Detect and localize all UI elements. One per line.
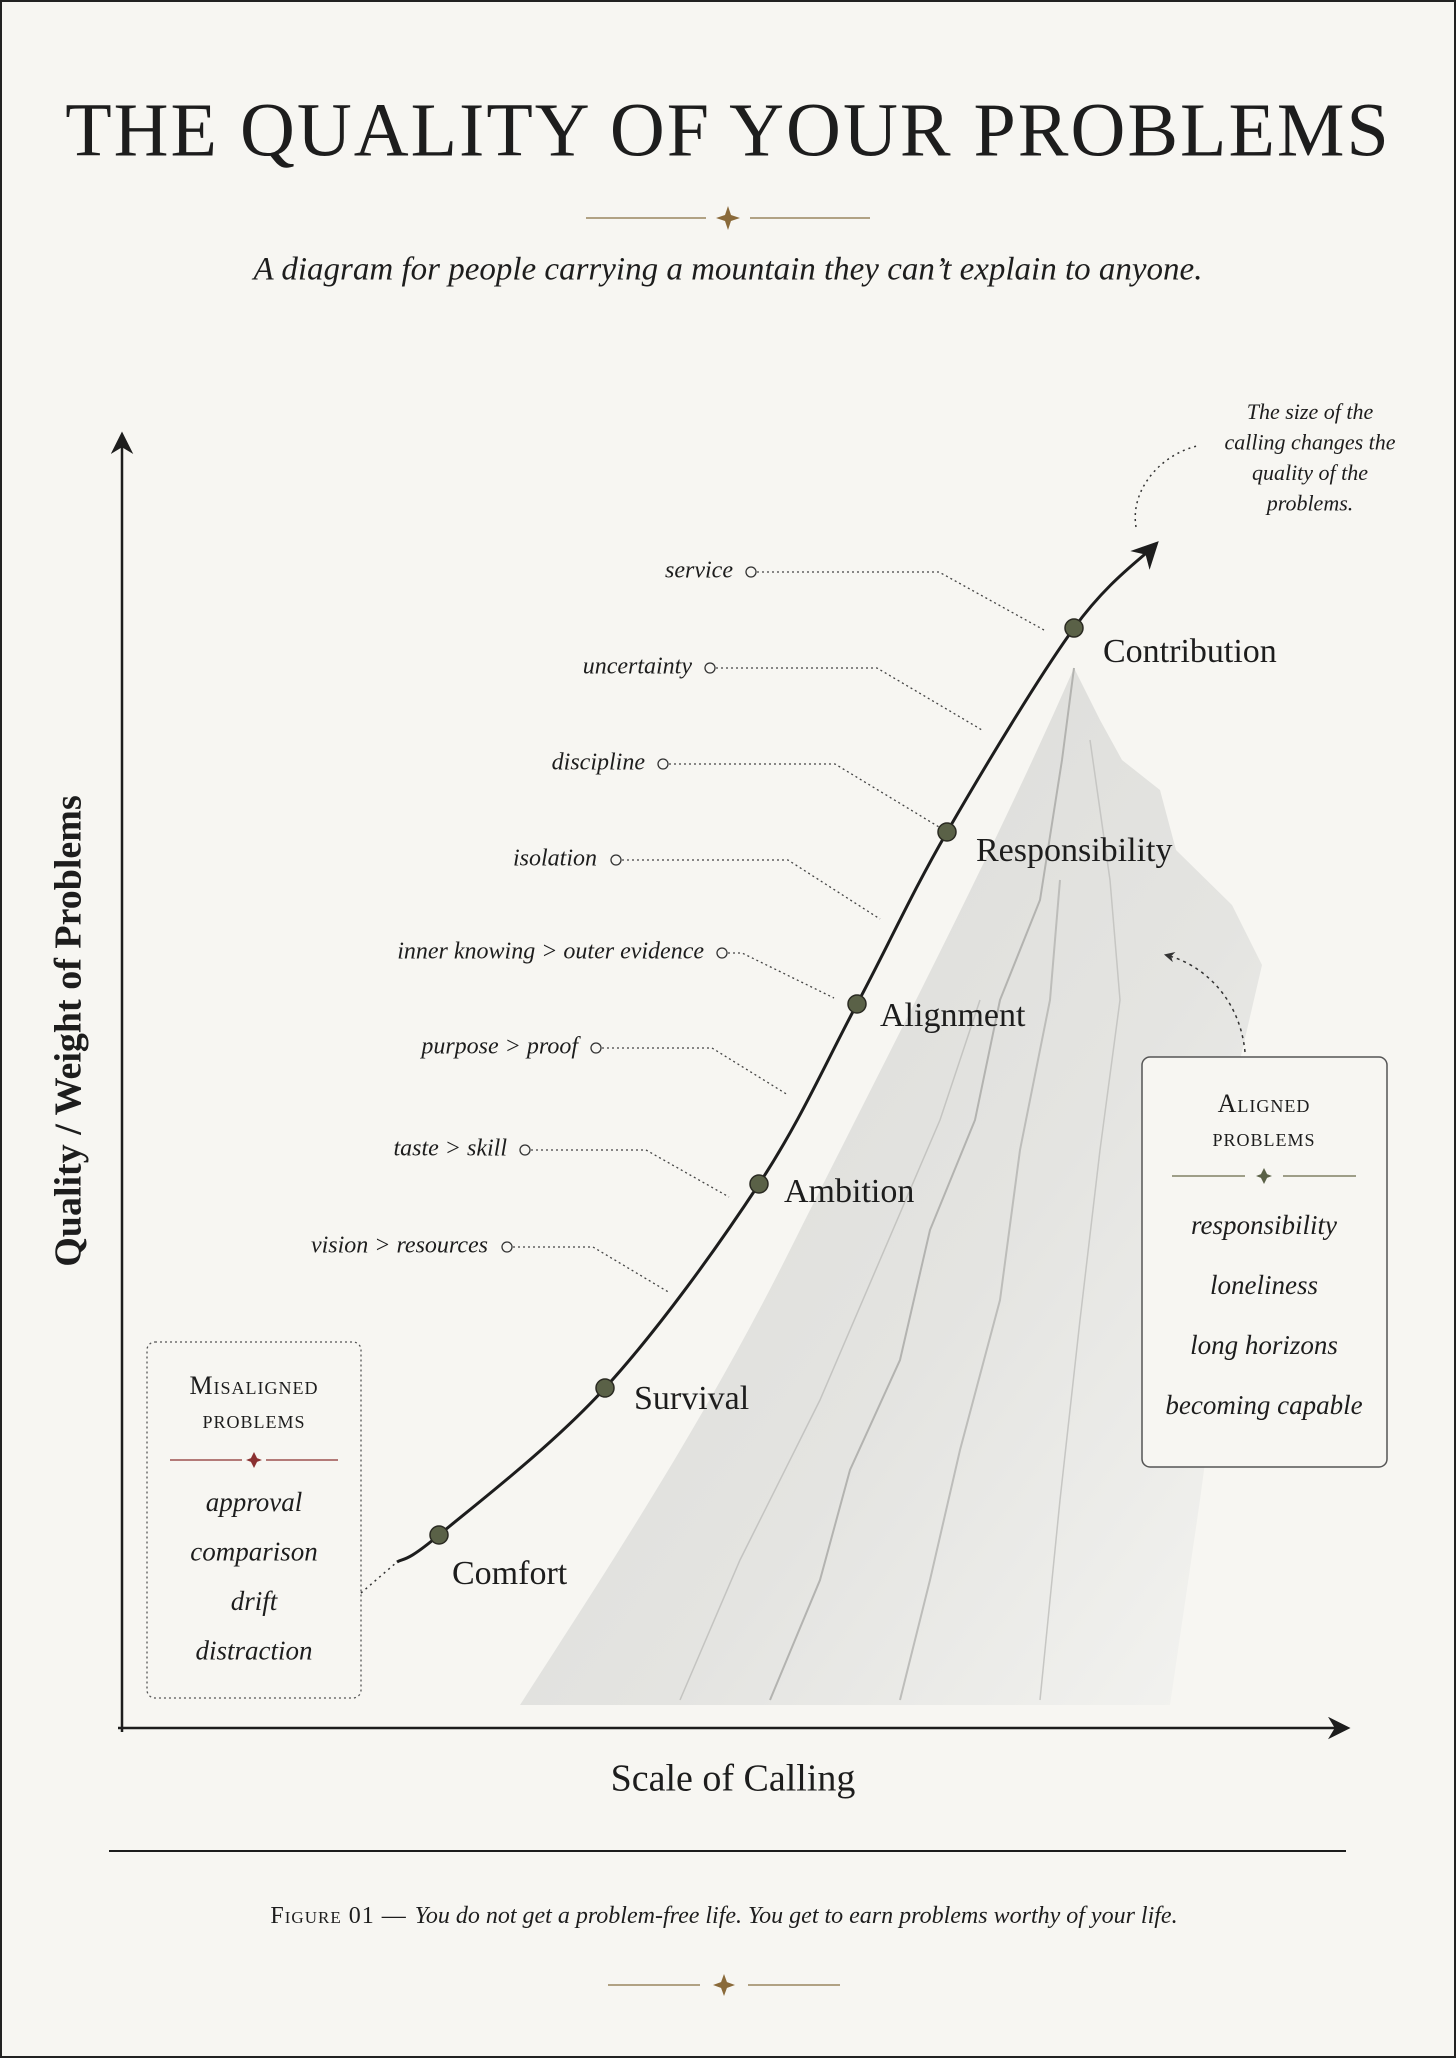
mountain — [520, 667, 1262, 1705]
problem-marker — [745, 566, 757, 578]
problem-leader — [531, 1149, 730, 1198]
problem-marker — [716, 947, 728, 959]
box-title: Aligned — [1218, 1089, 1311, 1118]
box-title: Misaligned — [189, 1371, 318, 1400]
growth-curve — [396, 541, 1159, 1564]
box-item: approval — [206, 1487, 303, 1517]
annotation-line: calling changes the — [1224, 430, 1395, 455]
box-item: comparison — [190, 1537, 318, 1567]
problem-marker — [610, 854, 622, 866]
ridge-line — [769, 667, 1075, 1701]
annotation-line: problems. — [1265, 491, 1354, 516]
problem-leader — [602, 1047, 789, 1096]
problem-leader — [622, 859, 881, 920]
annotation-connector — [1134, 445, 1198, 528]
problem-marker — [590, 1042, 602, 1054]
subtitle: A diagram for people carrying a mountain… — [252, 252, 1203, 288]
box-item: long horizons — [1190, 1330, 1338, 1360]
problem-label: taste > skill — [393, 1136, 507, 1162]
stage-label: Alignment — [880, 997, 1026, 1034]
problem-marker — [519, 1144, 531, 1156]
caption: Figure 01 — You do not get a problem-free… — [270, 1903, 1177, 1929]
misaligned-box — [146, 1341, 362, 1699]
stage-label: Responsibility — [976, 832, 1172, 869]
problem-leader — [757, 571, 1045, 631]
problem-label: isolation — [513, 846, 597, 872]
annotation-line: The size of the — [1247, 399, 1374, 424]
problem-marker — [501, 1241, 513, 1253]
y-axis-label: Quality / Weight of Problems — [48, 795, 90, 1267]
box-item: responsibility — [1191, 1210, 1337, 1240]
problem-marker — [657, 758, 669, 770]
ridge-line — [899, 879, 1061, 1701]
box-title: problems — [202, 1405, 305, 1434]
box-item: distraction — [195, 1636, 312, 1666]
caption-label: Figure 01 — — [270, 1903, 406, 1929]
problem-label: discipline — [552, 750, 646, 776]
x-axis-label: Scale of Calling — [611, 1758, 856, 1800]
ridge-line — [1039, 739, 1121, 1701]
stage-label: Comfort — [452, 1555, 568, 1592]
ornament-star — [716, 206, 740, 230]
box-ornament — [1256, 1168, 1272, 1184]
problem-label: purpose > proof — [419, 1034, 581, 1060]
box-item: drift — [231, 1586, 279, 1616]
ornament-star — [713, 1974, 735, 1996]
box-item: loneliness — [1210, 1270, 1318, 1300]
problem-label: inner knowing > outer evidence — [397, 939, 704, 965]
box-ornament — [246, 1452, 262, 1468]
stage-dot — [1064, 618, 1084, 638]
problem-label: service — [665, 558, 733, 584]
misaligned-connector — [360, 1561, 398, 1594]
title: THE QUALITY OF YOUR PROBLEMS — [65, 88, 1391, 172]
caption-text: You do not get a problem-free life. You … — [415, 1903, 1178, 1929]
problem-label: vision > resources — [311, 1233, 488, 1259]
stage-dot — [595, 1378, 615, 1398]
box-item: becoming capable — [1165, 1390, 1362, 1420]
aligned-arrow — [1163, 952, 1246, 1053]
stage-dot — [847, 994, 867, 1014]
stage-label: Ambition — [784, 1173, 914, 1210]
problem-leader — [669, 763, 940, 828]
box-title: problems — [1212, 1123, 1315, 1152]
problem-leader — [716, 667, 983, 731]
stage-dot — [429, 1525, 449, 1545]
stage-dot — [749, 1174, 769, 1194]
aligned-box — [1141, 1056, 1388, 1468]
stage-label: Contribution — [1103, 633, 1277, 670]
stage-label: Survival — [634, 1380, 749, 1417]
problem-label: uncertainty — [583, 654, 693, 680]
stage-dot — [937, 822, 957, 842]
ridge-line — [679, 999, 981, 1701]
annotation-line: quality of the — [1252, 460, 1368, 485]
problem-marker — [704, 662, 716, 674]
footer-ornament — [608, 1974, 840, 1996]
title-ornament — [586, 206, 870, 230]
mountain-body — [520, 668, 1262, 1705]
problem-leader — [513, 1246, 671, 1294]
